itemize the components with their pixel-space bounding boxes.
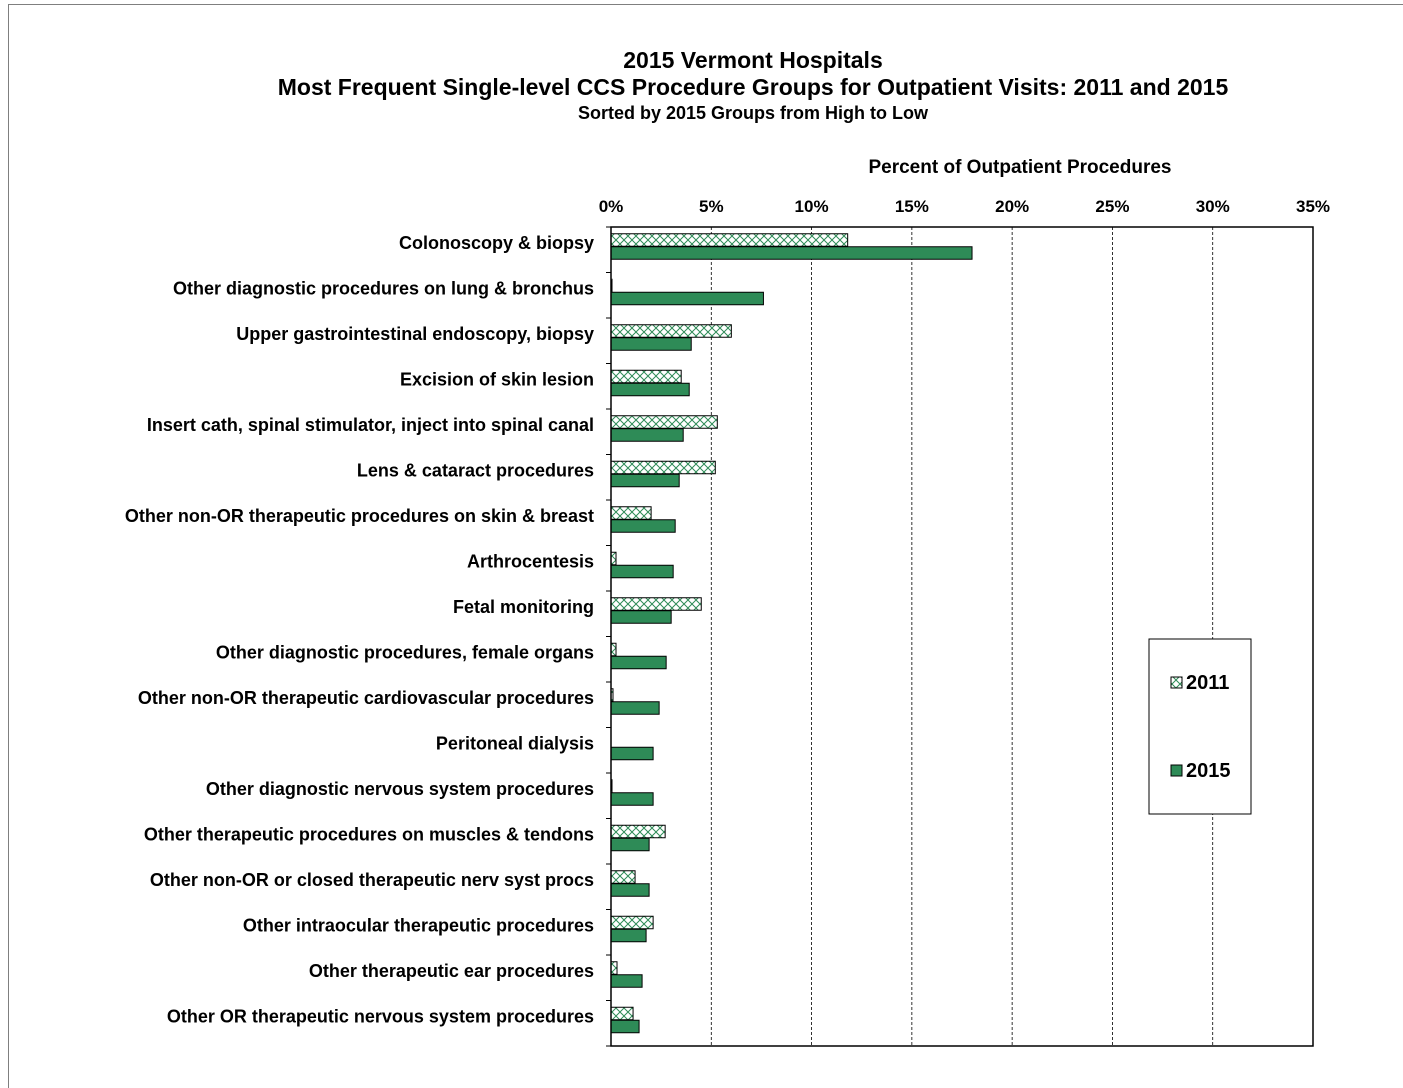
bars (610, 233, 973, 1034)
bar-2011 (610, 597, 702, 611)
x-tick-label: 5% (699, 197, 724, 216)
x-tick-label: 20% (995, 197, 1029, 216)
bar-2015 (610, 337, 692, 351)
bar-2015 (610, 1019, 640, 1034)
legend-label-2011: 2011 (1186, 672, 1229, 694)
x-tick-label: 15% (895, 197, 929, 216)
bar-2011 (610, 233, 849, 247)
category-label: Other diagnostic nervous system procedur… (206, 779, 594, 799)
x-tick-label: 0% (599, 197, 624, 216)
legend: 2011 2015 (1148, 638, 1252, 815)
category-label: Arthrocentesis (467, 551, 594, 571)
bar-2015 (610, 382, 690, 397)
bar-2011 (610, 824, 666, 839)
chart-title: 2015 Vermont Hospitals (623, 47, 883, 73)
category-label: Peritoneal dialysis (436, 733, 594, 753)
chart-frame (8, 4, 1403, 1088)
bar-2011 (610, 551, 617, 566)
legend-swatch-2015 (1170, 764, 1183, 777)
category-label: Colonoscopy & biopsy (399, 233, 594, 253)
bar-2011 (610, 642, 617, 657)
bar-2015 (610, 428, 684, 442)
bar-2015 (610, 837, 650, 852)
plot-area (610, 226, 1314, 1047)
bar-2015 (610, 701, 660, 715)
bar-2015 (610, 291, 764, 306)
bar-2015 (610, 564, 674, 579)
bar-2015 (610, 610, 672, 624)
category-label: Other non-OR therapeutic cardiovascular … (138, 688, 594, 708)
bar-2015 (610, 473, 680, 488)
category-label: Insert cath, spinal stimulator, inject i… (147, 415, 594, 435)
category-label: Other therapeutic ear procedures (309, 961, 594, 981)
bar-2011 (610, 1006, 634, 1021)
x-tick-label: 35% (1296, 197, 1330, 216)
gridlines (710, 227, 1214, 1046)
bar-2011 (610, 369, 682, 384)
bar-2011 (610, 460, 716, 475)
bar-2011 (610, 415, 718, 429)
bar-2015 (610, 928, 647, 943)
category-label: Other intraocular therapeutic procedures (243, 915, 594, 935)
bar-2015 (610, 883, 650, 897)
category-label: Fetal monitoring (453, 597, 594, 617)
category-label: Other OR therapeutic nervous system proc… (167, 1006, 594, 1026)
x-axis-ticks: 0% 5% 10% 15% 20% 25% 30% 35% (599, 197, 1330, 216)
category-labels: Colonoscopy & biopsy Other diagnostic pro… (125, 226, 611, 1047)
chart-subtitle: Most Frequent Single-level CCS Procedure… (278, 74, 1229, 100)
category-label: Other therapeutic procedures on muscles … (144, 824, 594, 844)
x-tick-label: 10% (795, 197, 829, 216)
bar-2015 (610, 746, 654, 761)
category-label: Other diagnostic procedures, female orga… (216, 642, 594, 662)
x-axis-label: Percent of Outpatient Procedures (868, 157, 1171, 178)
legend-label-2015: 2015 (1186, 760, 1231, 782)
category-label: Excision of skin lesion (400, 369, 594, 389)
bar-2011 (610, 961, 618, 975)
bar-2011 (610, 870, 636, 884)
bar-2015 (610, 655, 667, 670)
chart-subtitle-2: Sorted by 2015 Groups from High to Low (578, 103, 929, 123)
category-label: Other non-OR or closed therapeutic nerv … (150, 870, 594, 890)
category-label: Upper gastrointestinal endoscopy, biopsy (236, 324, 594, 344)
bar-2011 (610, 324, 732, 338)
category-label: Other diagnostic procedures on lung & br… (173, 278, 594, 298)
x-tick-label: 30% (1196, 197, 1230, 216)
x-tick-label: 25% (1095, 197, 1129, 216)
bar-2011 (610, 506, 652, 520)
legend-box (1148, 638, 1252, 815)
category-label: Lens & cataract procedures (357, 460, 594, 480)
bar-2011 (610, 915, 654, 930)
bar-2015 (610, 246, 973, 260)
legend-swatch-2011 (1170, 676, 1183, 689)
bar-2015 (610, 974, 643, 988)
bar-2015 (610, 792, 654, 806)
category-label: Other non-OR therapeutic procedures on s… (125, 506, 594, 526)
bar-2015 (610, 519, 676, 533)
